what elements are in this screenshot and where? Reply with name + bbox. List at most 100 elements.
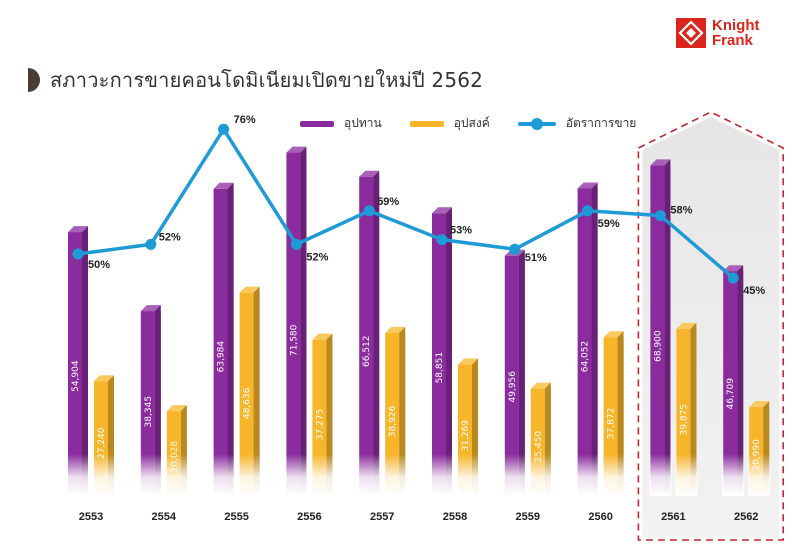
supply-bar-2560-fade bbox=[576, 454, 599, 496]
sales-rate-point-2560 bbox=[582, 205, 594, 217]
demand-bar-2555-front bbox=[239, 292, 254, 494]
demand-bar-2553 bbox=[93, 375, 115, 496]
supply-bar-2556-top bbox=[286, 146, 307, 153]
legend-item-supply: อุปทาน bbox=[300, 114, 382, 133]
supply-bar-2558-top bbox=[432, 207, 452, 214]
supply-bar-2554-fade bbox=[139, 454, 162, 496]
legend-swatch-supply bbox=[300, 120, 334, 127]
x-tick-label-2556: 2556 bbox=[297, 511, 321, 523]
supply-bar-2561-side-face bbox=[664, 159, 671, 495]
supply-bar-2560 bbox=[576, 182, 599, 496]
sales-rate-label-2558: 53% bbox=[450, 225, 472, 237]
supply-bar-2558-front bbox=[432, 213, 446, 494]
demand-bar-2555 bbox=[238, 286, 261, 496]
supply-value-label-2560: 64,052 bbox=[581, 341, 591, 373]
supply-bar-2554-top bbox=[140, 305, 161, 312]
demand-bar-2562-top bbox=[749, 401, 770, 408]
logo-line-2: Frank bbox=[712, 32, 753, 49]
title-marker-icon bbox=[28, 68, 40, 92]
supply-bar-2557-front bbox=[359, 176, 374, 494]
supply-bar-2557-side-face bbox=[373, 170, 380, 494]
demand-bar-2560-fade bbox=[602, 454, 625, 496]
brand-logo: Knight Frank bbox=[676, 18, 759, 48]
demand-bar-2554-top bbox=[166, 405, 187, 412]
logo-line-1: Knight bbox=[712, 17, 760, 34]
demand-bar-2559-top bbox=[530, 382, 551, 389]
supply-bar-2559-fade bbox=[503, 454, 526, 496]
sales-rate-label-2559: 51% bbox=[525, 252, 547, 264]
supply-bar-2555-front bbox=[213, 188, 228, 494]
legend-swatch-demand bbox=[409, 120, 444, 127]
sales-rate-point-2556 bbox=[290, 238, 302, 250]
supply-bar-2557-top bbox=[359, 170, 380, 177]
supply-bar-2554-side-face bbox=[154, 305, 161, 494]
supply-value-label-2555: 63,984 bbox=[217, 341, 227, 373]
supply-bar-2553-side-face bbox=[82, 226, 88, 495]
sales-rate-point-2555 bbox=[218, 123, 230, 135]
supply-bar-2554 bbox=[139, 305, 162, 496]
demand-bar-2557 bbox=[384, 326, 407, 496]
demand-bar-2557-side-face bbox=[399, 326, 406, 494]
x-tick-label-2562: 2562 bbox=[734, 511, 758, 523]
sales-rate-label-2562: 45% bbox=[743, 285, 765, 297]
demand-bar-2558-fade bbox=[457, 454, 479, 496]
sales-rate-point-2561 bbox=[654, 210, 666, 222]
demand-bar-2556-fade bbox=[311, 454, 334, 496]
x-tick-label-2554: 2554 bbox=[152, 511, 177, 523]
supply-bar-2557 bbox=[358, 170, 381, 496]
legend-swatch-rate bbox=[517, 117, 556, 130]
x-tick-label-2558: 2558 bbox=[443, 511, 467, 523]
demand-bar-2555-fade bbox=[238, 454, 261, 496]
supply-value-label-2557: 66,512 bbox=[362, 335, 372, 367]
demand-bar-2561 bbox=[675, 322, 698, 496]
demand-bar-2554-fade bbox=[165, 454, 188, 496]
supply-bar-2556-front bbox=[286, 152, 301, 494]
demand-bar-2561-side-face bbox=[690, 322, 697, 494]
demand-value-label-2561: 39,875 bbox=[679, 404, 689, 436]
supply-bar-2556-fade bbox=[285, 454, 308, 496]
supply-value-label-2553: 54,904 bbox=[71, 360, 81, 392]
x-tick-label-2559: 2559 bbox=[516, 511, 540, 523]
supply-bar-2560-front bbox=[577, 188, 592, 494]
supply-bar-2562-fade bbox=[722, 454, 745, 496]
sales-rate-line bbox=[77, 127, 735, 280]
supply-bar-2553-fade bbox=[67, 454, 89, 496]
sales-rate-point-2557 bbox=[363, 205, 375, 217]
demand-bar-2561-fade bbox=[675, 454, 698, 496]
legend-label-demand: อุปสงค์ bbox=[453, 116, 490, 130]
x-tick-label-2553: 2553 bbox=[79, 511, 103, 523]
supply-bar-2556 bbox=[285, 146, 308, 496]
demand-bar-2559-fade bbox=[529, 454, 552, 496]
sales-rate-point-2559 bbox=[509, 243, 521, 255]
sales-rate-point-2554 bbox=[145, 238, 157, 250]
demand-value-label-2555: 48,636 bbox=[243, 387, 253, 419]
knight-frank-logo-icon bbox=[676, 18, 706, 48]
supply-bar-2558-fade bbox=[431, 454, 453, 496]
demand-value-label-2560: 37,872 bbox=[607, 408, 617, 440]
supply-bar-2560-top bbox=[577, 182, 598, 189]
supply-value-label-2558: 58,851 bbox=[435, 352, 445, 384]
demand-bar-2557-fade bbox=[384, 454, 407, 496]
demand-bar-2555-top bbox=[239, 286, 260, 293]
demand-bar-2558 bbox=[457, 358, 479, 496]
logo-text: Knight Frank bbox=[712, 18, 759, 48]
demand-value-label-2562: 20,990 bbox=[752, 439, 762, 471]
demand-bar-2556 bbox=[311, 333, 334, 496]
demand-bar-2560-top bbox=[603, 331, 624, 338]
demand-value-label-2557: 38,926 bbox=[388, 405, 398, 437]
supply-bar-2562-top bbox=[723, 265, 744, 272]
supply-bar-2555 bbox=[212, 182, 235, 496]
sales-rate-label-2561: 58% bbox=[670, 205, 692, 217]
sales-rate-label-2555: 76% bbox=[234, 114, 256, 126]
chart-title-bar: สภาวะการขายคอนโดมิเนียมเปิดขายใหม่ปี 256… bbox=[28, 64, 483, 96]
supply-bar-2560-side-face bbox=[591, 182, 598, 494]
x-tick-label-2561: 2561 bbox=[661, 511, 685, 523]
legend-label-supply: อุปทาน bbox=[344, 116, 382, 130]
demand-bar-2560 bbox=[602, 331, 625, 496]
sales-rate-point-2562 bbox=[727, 272, 739, 284]
sales-rate-point-2553 bbox=[72, 248, 84, 260]
demand-bar-2555-side-face bbox=[253, 286, 260, 494]
demand-bar-2561-top bbox=[676, 322, 697, 329]
sales-rate-label-2557: 59% bbox=[377, 196, 399, 208]
